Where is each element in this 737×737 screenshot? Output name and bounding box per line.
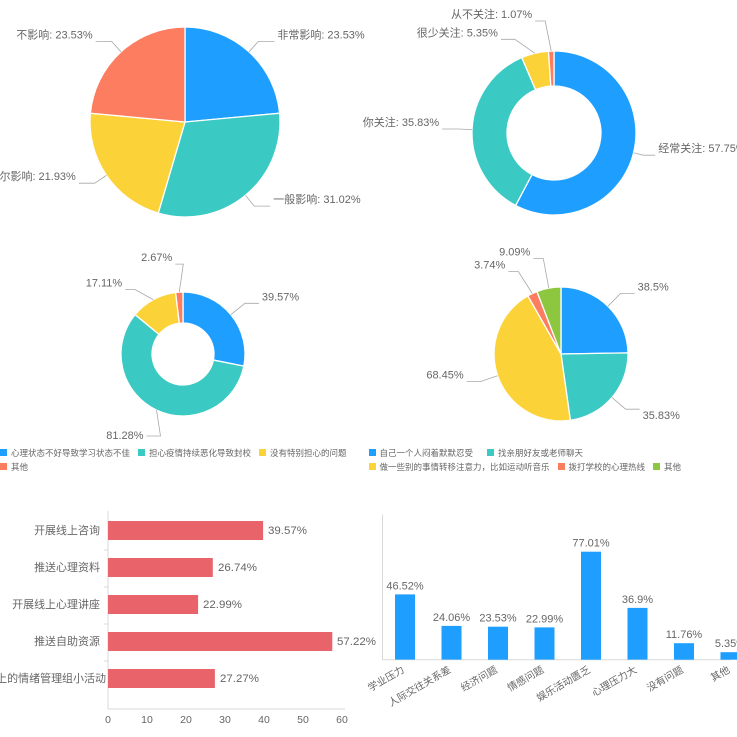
svg-text:35.83%: 35.83% xyxy=(642,410,679,422)
svg-text:68.45%: 68.45% xyxy=(426,369,463,381)
svg-text:22.99%: 22.99% xyxy=(203,599,242,611)
svg-text:偶尔影响: 21.93%: 偶尔影响: 21.93% xyxy=(0,170,76,183)
svg-text:开展线上咨询: 开展线上咨询 xyxy=(34,523,100,537)
svg-text:你关注: 35.83%: 你关注: 35.83% xyxy=(362,115,439,129)
svg-text:一般影响: 31.02%: 一般影响: 31.02% xyxy=(273,193,361,206)
svg-text:经常关注: 57.75%: 经常关注: 57.75% xyxy=(658,141,737,155)
svg-text:50: 50 xyxy=(297,715,309,726)
svg-text:非常影响: 23.53%: 非常影响: 23.53% xyxy=(277,28,365,41)
svg-text:17.11%: 17.11% xyxy=(86,277,123,289)
svg-text:77.01%: 77.01% xyxy=(572,538,609,550)
svg-text:24.06%: 24.06% xyxy=(432,612,469,624)
svg-text:0: 0 xyxy=(105,715,111,726)
svg-text:36.9%: 36.9% xyxy=(621,594,652,606)
svg-text:39.57%: 39.57% xyxy=(268,525,307,537)
svg-text:以线上的情绪管理组小活动: 以线上的情绪管理组小活动 xyxy=(0,671,106,685)
svg-text:从不关注: 1.07%: 从不关注: 1.07% xyxy=(451,7,532,21)
svg-text:9.09%: 9.09% xyxy=(499,246,530,258)
svg-text:开展线上心理讲座: 开展线上心理讲座 xyxy=(12,597,100,611)
svg-text:11.76%: 11.76% xyxy=(665,630,702,642)
svg-text:26.74%: 26.74% xyxy=(218,562,257,574)
svg-text:没有问题: 没有问题 xyxy=(644,663,685,694)
svg-text:27.27%: 27.27% xyxy=(220,673,259,685)
svg-text:38.5%: 38.5% xyxy=(637,281,668,293)
svg-text:经济问题: 经济问题 xyxy=(458,663,499,694)
svg-text:2.67%: 2.67% xyxy=(141,252,172,264)
svg-text:很少关注: 5.35%: 很少关注: 5.35% xyxy=(416,25,497,39)
svg-text:20: 20 xyxy=(180,715,192,726)
svg-text:46.52%: 46.52% xyxy=(386,581,423,593)
svg-text:推送自助资源: 推送自助资源 xyxy=(34,634,100,648)
svg-text:学业压力: 学业压力 xyxy=(365,663,406,694)
svg-text:推送心理资料: 推送心理资料 xyxy=(34,560,100,574)
svg-text:23.53%: 23.53% xyxy=(479,613,516,625)
svg-text:30: 30 xyxy=(219,715,231,726)
svg-text:其他: 其他 xyxy=(708,663,732,684)
svg-text:3.74%: 3.74% xyxy=(474,259,505,271)
svg-text:81.28%: 81.28% xyxy=(106,430,143,442)
svg-text:5.35%: 5.35% xyxy=(714,639,737,651)
svg-text:心理压力大: 心理压力大 xyxy=(589,663,639,699)
svg-text:10: 10 xyxy=(141,715,153,726)
svg-text:22.99%: 22.99% xyxy=(525,614,562,626)
svg-text:60: 60 xyxy=(336,715,348,726)
svg-text:情感问题: 情感问题 xyxy=(504,663,545,694)
svg-text:40: 40 xyxy=(258,715,270,726)
svg-text:39.57%: 39.57% xyxy=(262,291,299,303)
svg-text:不影响: 23.53%: 不影响: 23.53% xyxy=(16,28,93,41)
